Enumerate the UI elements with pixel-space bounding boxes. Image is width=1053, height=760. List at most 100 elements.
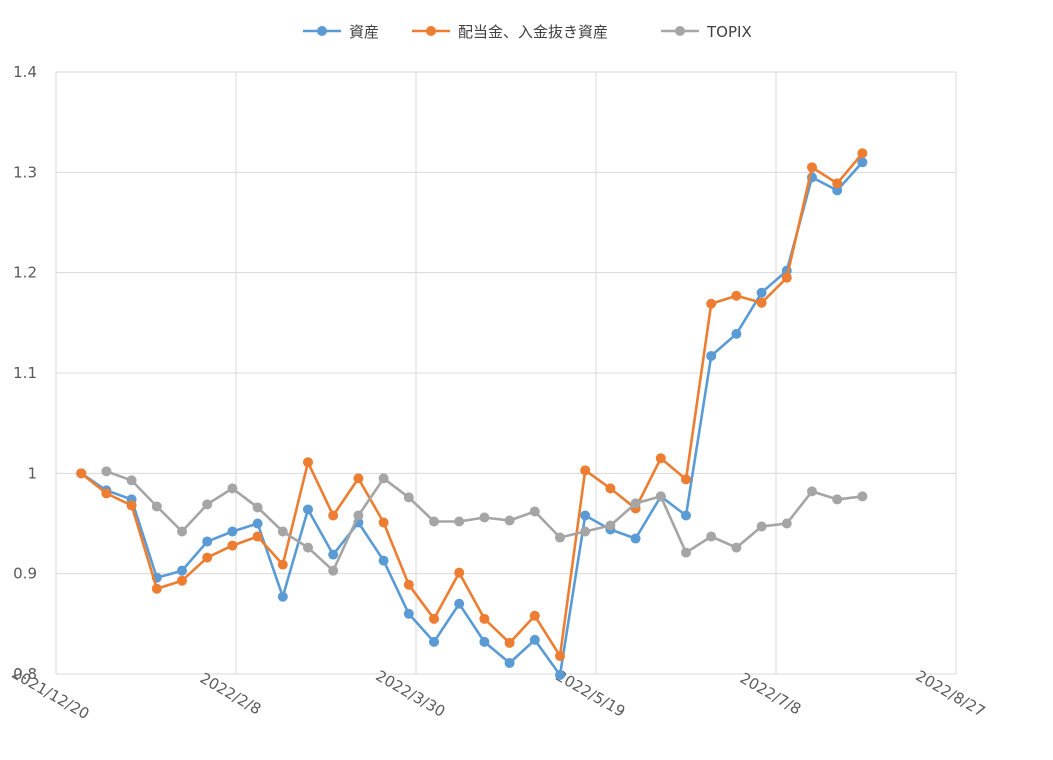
series-2 — [76, 148, 868, 661]
data-point — [454, 598, 465, 609]
data-point — [731, 542, 742, 553]
data-point — [857, 491, 868, 502]
data-point — [151, 583, 162, 594]
data-point — [303, 504, 313, 515]
data-point — [756, 297, 767, 308]
data-point — [479, 512, 490, 523]
data-point — [101, 488, 112, 499]
gridlines — [55, 71, 957, 675]
data-point — [403, 608, 414, 619]
legend-item: 配当金、入金抜き資産 — [412, 23, 608, 41]
data-point — [580, 465, 591, 476]
y-tick-label: 1.4 — [13, 63, 37, 81]
x-tick-label: 2022/3/30 — [373, 667, 449, 721]
data-point — [731, 290, 742, 301]
series-group — [76, 148, 868, 681]
x-tick-label: 2022/2/8 — [197, 669, 264, 718]
data-point — [227, 483, 238, 494]
data-point — [454, 516, 465, 527]
data-point — [429, 613, 439, 624]
data-point — [202, 552, 213, 563]
data-point — [807, 162, 817, 173]
legend-label: 配当金、入金抜き資産 — [458, 23, 608, 41]
data-point — [555, 670, 565, 681]
axes: 0.8 0.9 1 1.1 1.2 1.3 1.4 2021/12/20 2022/2/8 202… — [9, 63, 989, 723]
data-point — [277, 526, 288, 537]
data-point — [630, 533, 641, 544]
data-point — [252, 518, 263, 529]
data-point — [378, 517, 389, 528]
data-point — [177, 526, 187, 537]
data-point — [605, 483, 616, 494]
data-point — [429, 516, 439, 527]
x-tick-label: 2022/7/8 — [737, 669, 804, 718]
series-1 — [76, 157, 868, 681]
data-point — [655, 453, 666, 464]
data-point — [277, 559, 288, 570]
data-point — [252, 502, 263, 513]
y-tick-label: 1.3 — [13, 163, 37, 181]
data-point — [378, 555, 389, 566]
data-point — [202, 499, 213, 510]
data-point — [857, 148, 868, 159]
data-point — [529, 610, 540, 621]
data-point — [403, 492, 414, 503]
data-point — [580, 510, 591, 521]
data-point — [76, 468, 87, 479]
data-point — [706, 350, 717, 361]
y-tick-label: 1 — [27, 464, 37, 482]
data-point — [303, 542, 313, 553]
legend-item: TOPIX — [661, 23, 752, 41]
data-point — [630, 498, 641, 509]
data-point — [126, 475, 137, 486]
data-point — [731, 328, 742, 339]
data-point — [429, 636, 439, 647]
data-point — [126, 500, 137, 511]
data-point — [227, 540, 238, 551]
data-point — [252, 531, 263, 542]
data-point — [756, 521, 767, 532]
data-point — [832, 185, 843, 196]
data-point — [177, 575, 187, 586]
data-point — [529, 634, 540, 645]
data-point — [277, 591, 288, 602]
data-point — [681, 474, 691, 485]
data-point — [504, 637, 515, 648]
legend: 資産 配当金、入金抜き資産 TOPIX — [303, 23, 752, 41]
data-point — [529, 506, 540, 517]
data-point — [101, 466, 112, 477]
data-point — [580, 526, 591, 537]
data-point — [781, 518, 792, 529]
data-point — [227, 526, 238, 537]
data-point — [303, 457, 313, 468]
data-point — [781, 272, 792, 283]
data-point — [202, 536, 213, 547]
data-point — [479, 613, 490, 624]
data-point — [655, 491, 666, 502]
data-point — [353, 510, 364, 521]
series-3 — [101, 466, 868, 576]
x-tick-label: 2021/12/20 — [9, 664, 93, 723]
data-point — [681, 547, 691, 558]
y-tick-label: 1.1 — [13, 364, 37, 382]
data-point — [832, 178, 843, 189]
legend-dot-marker — [675, 26, 685, 36]
legend-item: 資産 — [303, 23, 379, 41]
data-point — [504, 515, 515, 526]
data-point — [555, 650, 565, 661]
legend-label: TOPIX — [706, 23, 752, 41]
data-point — [353, 473, 364, 484]
data-point — [756, 287, 767, 298]
data-point — [605, 520, 616, 531]
data-point — [706, 298, 717, 309]
data-point — [479, 636, 490, 647]
data-point — [378, 473, 389, 484]
data-point — [832, 494, 843, 505]
data-point — [403, 579, 414, 590]
data-point — [328, 549, 339, 560]
data-point — [807, 486, 817, 497]
data-point — [151, 501, 162, 512]
data-point — [177, 565, 187, 576]
